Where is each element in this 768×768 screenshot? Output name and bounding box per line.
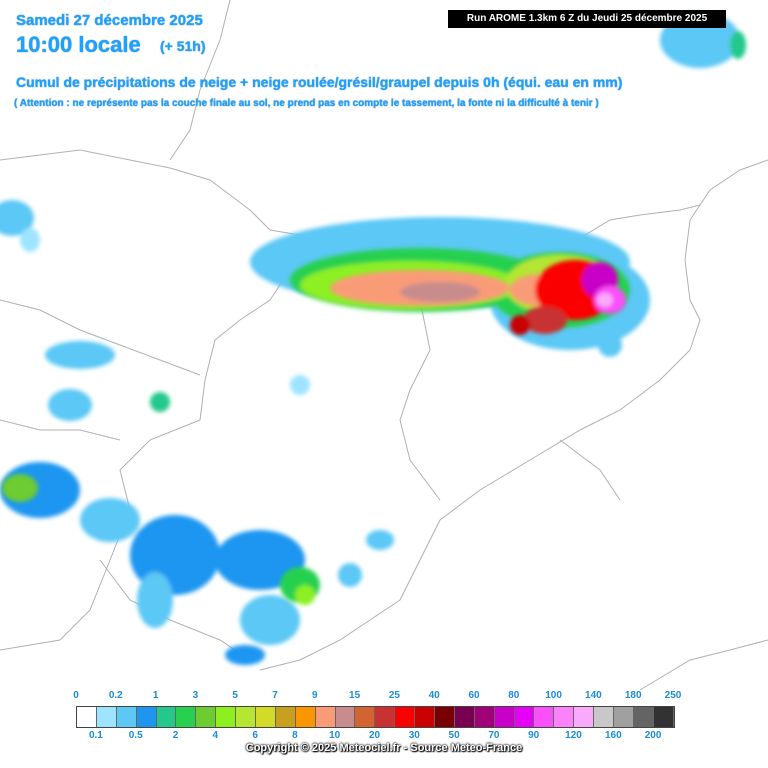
legend-swatch (315, 707, 336, 727)
legend-top-label: 7 (272, 690, 278, 701)
legend-top-label: 250 (664, 690, 682, 701)
legend-bottom-label: 0.5 (128, 730, 143, 741)
legend-swatch (653, 707, 674, 727)
precip-light (0, 12, 746, 665)
legend-swatch (136, 707, 157, 727)
legend-swatch (77, 707, 97, 727)
legend-swatch (335, 707, 356, 727)
legend-swatch (196, 707, 217, 727)
legend-bottom-label: 2 (172, 730, 179, 741)
legend-top-label: 140 (585, 690, 602, 701)
legend-bottom-label: 20 (368, 730, 381, 741)
legend-swatch (375, 707, 396, 727)
legend-swatch (236, 707, 257, 727)
legend-swatch (614, 707, 634, 727)
legend-swatch (295, 707, 316, 727)
legend-swatch (395, 707, 416, 727)
legend-swatch (574, 707, 595, 727)
legend-bottom-label: 120 (565, 730, 582, 741)
legend-swatch (435, 707, 455, 727)
legend-swatch (216, 707, 237, 727)
legend-bottom-label: 30 (408, 730, 420, 741)
legend-top-label: 3 (192, 690, 199, 701)
legend-top-label: 0 (73, 690, 79, 701)
legend-top-label: 1 (152, 690, 159, 701)
legend-top-label: 180 (624, 690, 642, 701)
legend-swatch (554, 707, 575, 727)
legend-swatch (474, 707, 495, 727)
forecast-date: Samedi 27 décembre 2025 (16, 12, 203, 29)
legend-top-label: 5 (232, 690, 238, 701)
legend-bottom-label: 6 (252, 730, 258, 741)
legend-bottom-label: 8 (292, 730, 298, 741)
legend-top-label: 40 (428, 690, 440, 701)
legend-top-label: 25 (388, 690, 400, 701)
legend-bottom-label: 200 (644, 730, 662, 741)
legend-top-label: 9 (312, 690, 318, 701)
legend-swatches (76, 706, 675, 728)
legend-bottom-label: 50 (448, 730, 460, 741)
legend-swatch (534, 707, 555, 727)
map-title: Cumul de précipitations de neige + neige… (16, 74, 623, 90)
legend-swatch (116, 707, 137, 727)
legend-top-label: 100 (545, 690, 562, 701)
legend-top-label: 80 (508, 690, 520, 701)
precip-heavy (330, 260, 626, 335)
legend-swatch (514, 707, 535, 727)
copyright-notice: Copyright © 2025 Meteociel.fr - Source M… (245, 742, 523, 754)
color-legend: 0 0.2 1 3 5 7 9 15 25 40 60 80 100 140 180 250 0.1 0.5 2 4… (0, 686, 768, 768)
legend-bottom-label: 90 (528, 730, 540, 741)
legend-swatch (454, 707, 475, 727)
legend-swatch (415, 707, 436, 727)
legend-swatch (633, 707, 654, 727)
legend-swatch (355, 707, 376, 727)
legend-swatch (494, 707, 515, 727)
legend-bottom-label: 4 (212, 730, 219, 741)
legend-swatch (96, 707, 117, 727)
legend-swatch (256, 707, 276, 727)
legend-top-label: 0.2 (108, 690, 123, 701)
legend-swatch (176, 707, 197, 727)
forecast-lead-time: (+ 51h) (160, 38, 206, 54)
legend-top-label: 60 (468, 690, 480, 701)
legend-swatch (594, 707, 615, 727)
model-run-label: Run AROME 1.3km 6 Z du Jeudi 25 décembre… (448, 10, 726, 28)
legend-bottom-label: 10 (329, 730, 341, 741)
legend-top-label: 15 (349, 690, 361, 701)
legend-swatch (156, 707, 177, 727)
map-note: ( Attention : ne représente pas la couch… (14, 98, 599, 109)
legend-bottom-label: 0.1 (88, 730, 103, 741)
legend-bottom-label: 160 (604, 730, 622, 741)
legend-bottom-label: 70 (488, 730, 500, 741)
legend-swatch (275, 707, 296, 727)
forecast-time: 10:00 locale (16, 32, 141, 57)
